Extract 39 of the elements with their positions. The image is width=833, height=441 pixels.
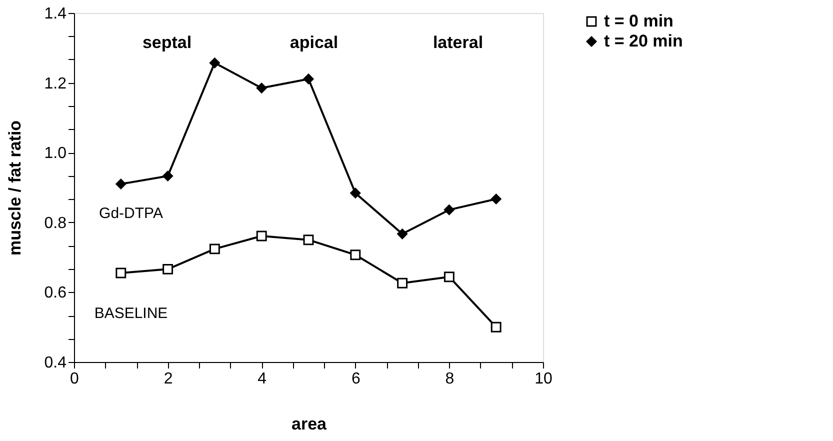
point — [490, 322, 502, 332]
point — [303, 234, 314, 246]
point — [162, 264, 174, 274]
annotation: Gd-DTPA — [99, 205, 163, 222]
point — [490, 194, 502, 204]
point — [397, 228, 408, 240]
point — [350, 250, 361, 260]
point — [256, 230, 267, 242]
y-tick-label: 1.0 — [44, 145, 67, 162]
y-tick-label: 0.6 — [44, 284, 67, 302]
legend-label: t = 0 min — [604, 12, 674, 30]
point — [397, 278, 408, 288]
x-tick-label: 6 — [351, 370, 360, 388]
point — [116, 268, 126, 278]
point — [209, 244, 220, 254]
point — [116, 178, 126, 190]
point — [444, 204, 454, 216]
x-axis-title: area — [292, 414, 328, 434]
y-tick-label: 1.2 — [44, 75, 67, 92]
y-axis-title: muscle / fat ratio — [5, 120, 24, 256]
x-tick-label: 0 — [70, 370, 80, 388]
y-tick-label: 1.4 — [44, 6, 67, 22]
point — [162, 170, 174, 182]
point — [209, 58, 220, 68]
point — [303, 74, 314, 84]
legend-label: t = 20 min — [604, 32, 683, 50]
annotation: apical — [290, 33, 338, 52]
point — [444, 272, 454, 282]
point — [350, 188, 361, 198]
annotation: BASELINE — [94, 305, 168, 322]
x-tick-label: 4 — [258, 370, 267, 388]
x-tick-label: 8 — [445, 370, 454, 388]
y-tick-label: 0.8 — [44, 214, 67, 232]
x-tick-label: 10 — [534, 370, 552, 388]
point — [256, 82, 267, 94]
annotation: lateral — [432, 33, 484, 52]
y-tick-label: 0.4 — [44, 354, 67, 372]
x-tick-label: 2 — [164, 370, 173, 388]
annotation: septal — [142, 33, 192, 52]
